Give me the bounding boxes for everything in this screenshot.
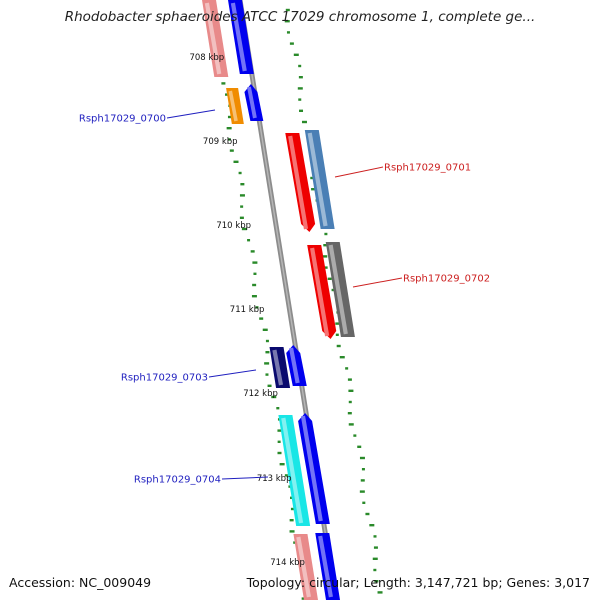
topology-label: Topology: circular; Length: 3,147,721 bp… (246, 575, 590, 590)
feature-blue-0703 (286, 345, 307, 386)
gene-label-rsph17029_0701: Rsph17029_0701 (384, 163, 471, 174)
tick-label: 713 kbp (257, 474, 292, 484)
gene-leader-line (334, 166, 384, 178)
feature-blue-0703-highlight (289, 347, 300, 384)
feature-red-0701-highlight (288, 135, 309, 230)
gene-leader-line (221, 476, 269, 480)
gene-label-rsph17029_0704: Rsph17029_0704 (134, 475, 221, 486)
feature-red-0701 (285, 133, 316, 232)
feature-steelblue-0701-highlight (307, 132, 328, 227)
feature-blue-0704 (298, 413, 330, 524)
position-ticks: 708 kbp 709 kbp 710 kbp 711 kbp 712 kbp 713 k… (189, 53, 304, 568)
feature-blue-top (228, 0, 254, 74)
gene-label-rsph17029_0702: Rsph17029_0702 (403, 274, 490, 285)
feature-salmon-bottom (293, 534, 318, 600)
feature-blue-top-highlight (230, 2, 247, 72)
tick-label: 711 kbp (230, 305, 265, 315)
tick-label: 714 kbp (270, 558, 305, 568)
feature-red-0702-highlight (310, 247, 330, 337)
feature-blue-0704-highlight (300, 415, 323, 522)
gene-labels: Rsph17029_0700 Rsph17029_0701 Rsph17029_07… (79, 109, 490, 486)
feature-blue-bottom-highlight (318, 535, 333, 598)
feature-gray-0702 (325, 242, 355, 337)
feature-cyan-0704-highlight (281, 417, 304, 524)
feature-gray-0702-highlight (328, 244, 348, 335)
feature-blue-bottom (315, 533, 340, 600)
feature-orange-0700-highlight (228, 90, 238, 122)
map-title: Rhodobacter sphaeroides ATCC 17029 chrom… (64, 9, 536, 25)
feature-red-0702 (307, 245, 337, 339)
tick-label: 712 kbp (243, 389, 278, 399)
feature-cyan-0704 (278, 415, 311, 526)
feature-track (202, 0, 355, 600)
tick-label: 708 kbp (189, 53, 224, 63)
feature-salmon-top-highlight (204, 2, 222, 75)
gene-label-rsph17029_0703: Rsph17029_0703 (121, 373, 208, 384)
gene-leader-line (166, 109, 216, 119)
tick-label: 710 kbp (216, 221, 251, 231)
feature-navy-0703 (269, 347, 291, 388)
accession-label: Accession: NC_009049 (9, 575, 152, 590)
feature-blue-0700 (244, 84, 264, 121)
tick-label: 709 kbp (203, 137, 238, 147)
feature-salmon-bottom-highlight (296, 536, 311, 598)
feature-navy-0703-highlight (272, 349, 284, 386)
gene-label-rsph17029_0700: Rsph17029_0700 (79, 114, 166, 125)
feature-steelblue-0701 (304, 130, 335, 229)
feature-salmon-top (202, 0, 229, 77)
feature-orange-0700 (226, 88, 244, 124)
gene-leader-line (208, 369, 257, 378)
gene-leader-line (352, 277, 403, 288)
feature-blue-0700-highlight (247, 86, 257, 119)
